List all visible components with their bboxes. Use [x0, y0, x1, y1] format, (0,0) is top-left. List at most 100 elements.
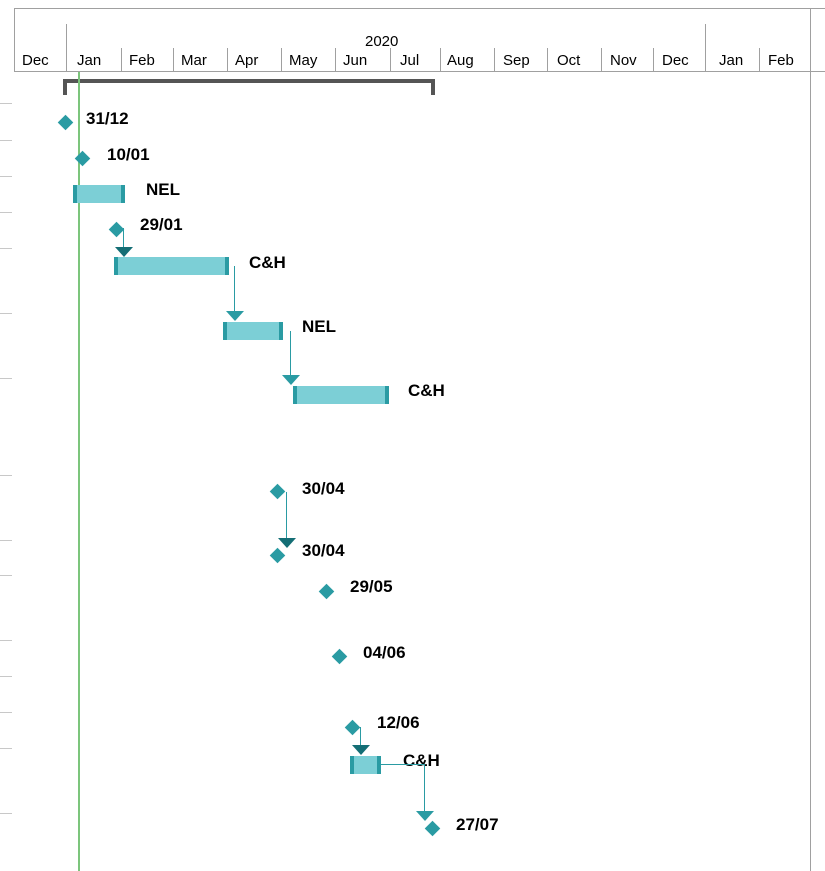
- milestone-marker[interactable]: [57, 114, 74, 131]
- month-divider: [281, 48, 282, 72]
- month-label: Sep: [503, 52, 530, 69]
- month-divider: [335, 48, 336, 72]
- task-bar[interactable]: [293, 386, 389, 404]
- milestone-date-label: 30/04: [302, 541, 345, 560]
- year-divider-2021: [705, 24, 706, 72]
- timescale-top-border: [14, 8, 825, 9]
- month-divider: [547, 48, 548, 72]
- timescale-bottom-border: [14, 71, 825, 72]
- month-label: Jul: [400, 52, 420, 69]
- year-divider-2020: [66, 24, 67, 72]
- row-separator: [0, 748, 12, 749]
- month-label: Dec: [22, 52, 49, 69]
- dependency-link[interactable]: [234, 266, 235, 312]
- row-separator: [0, 140, 12, 141]
- milestone-date-label: 29/01: [140, 215, 183, 234]
- project-summary-start-cap: [63, 79, 67, 95]
- row-separator: [0, 176, 12, 177]
- milestone-date-label: 10/01: [107, 145, 150, 164]
- task-resource-label: C&H: [249, 253, 286, 272]
- milestone-date-label: 27/07: [456, 815, 499, 834]
- month-label: Apr: [235, 52, 259, 69]
- row-separator: [0, 212, 12, 213]
- project-summary-end-cap: [431, 79, 435, 95]
- chart-right-border: [810, 8, 811, 871]
- milestone-marker[interactable]: [269, 547, 286, 564]
- task-bar-start-edge: [350, 756, 354, 774]
- dependency-link[interactable]: [290, 331, 291, 377]
- milestone-date-label: 30/04: [302, 479, 345, 498]
- milestone-marker[interactable]: [108, 221, 125, 238]
- month-divider: [173, 48, 174, 72]
- month-label: Jun: [343, 52, 368, 69]
- timescale-left-border: [14, 8, 15, 72]
- milestone-marker[interactable]: [344, 719, 361, 736]
- row-separator: [0, 103, 12, 104]
- dependency-link[interactable]: [424, 764, 425, 812]
- task-resource-label: NEL: [302, 317, 336, 336]
- task-bar-start-edge: [293, 386, 297, 404]
- task-bar-end-edge: [279, 322, 283, 340]
- task-bar[interactable]: [223, 322, 283, 340]
- dependency-link[interactable]: [381, 764, 425, 765]
- milestone-marker[interactable]: [318, 583, 335, 600]
- row-separator: [0, 676, 12, 677]
- dependency-arrow-icon: [282, 375, 300, 385]
- task-bar-start-edge: [223, 322, 227, 340]
- row-separator: [0, 378, 12, 379]
- task-bar[interactable]: [114, 257, 229, 275]
- month-label: May: [289, 52, 318, 69]
- task-bar-end-edge: [121, 185, 125, 203]
- dependency-arrow-icon: [278, 538, 296, 548]
- dependency-arrow-icon: [226, 311, 244, 321]
- month-divider: [440, 48, 441, 72]
- month-divider: [494, 48, 495, 72]
- month-divider: [601, 48, 602, 72]
- month-divider: [121, 48, 122, 72]
- task-bar[interactable]: [73, 185, 125, 203]
- current-date-line: [78, 72, 80, 871]
- month-label: Feb: [129, 52, 155, 69]
- row-separator: [0, 813, 12, 814]
- month-divider: [759, 48, 760, 72]
- task-resource-label: C&H: [408, 381, 445, 400]
- month-label: Nov: [610, 52, 637, 69]
- year-label: 2020: [365, 33, 399, 50]
- task-bar-start-edge: [73, 185, 77, 203]
- row-separator: [0, 540, 12, 541]
- month-label: Aug: [447, 52, 474, 69]
- task-bar[interactable]: [350, 756, 381, 774]
- milestone-marker[interactable]: [331, 648, 348, 665]
- dependency-link[interactable]: [123, 228, 124, 248]
- month-label: Jan: [719, 52, 744, 69]
- milestone-date-label: 29/05: [350, 577, 393, 596]
- row-separator: [0, 712, 12, 713]
- task-resource-label: C&H: [403, 751, 440, 770]
- month-label: Dec: [662, 52, 689, 69]
- dependency-arrow-icon: [416, 811, 434, 821]
- dependency-link[interactable]: [286, 492, 287, 539]
- row-separator: [0, 313, 12, 314]
- row-separator: [0, 248, 12, 249]
- milestone-marker[interactable]: [424, 820, 441, 837]
- milestone-date-label: 12/06: [377, 713, 420, 732]
- milestone-marker[interactable]: [269, 483, 286, 500]
- month-divider: [227, 48, 228, 72]
- month-label: Feb: [768, 52, 794, 69]
- month-label: Jan: [77, 52, 102, 69]
- dependency-arrow-icon: [352, 745, 370, 755]
- row-separator: [0, 575, 12, 576]
- dependency-link[interactable]: [360, 727, 361, 746]
- task-bar-end-edge: [377, 756, 381, 774]
- task-bar-start-edge: [114, 257, 118, 275]
- month-divider: [390, 48, 391, 72]
- row-separator: [0, 640, 12, 641]
- month-divider: [653, 48, 654, 72]
- dependency-arrow-icon: [115, 247, 133, 257]
- task-bar-end-edge: [385, 386, 389, 404]
- task-bar-end-edge: [225, 257, 229, 275]
- project-summary-bar[interactable]: [63, 79, 435, 83]
- month-label: Mar: [181, 52, 207, 69]
